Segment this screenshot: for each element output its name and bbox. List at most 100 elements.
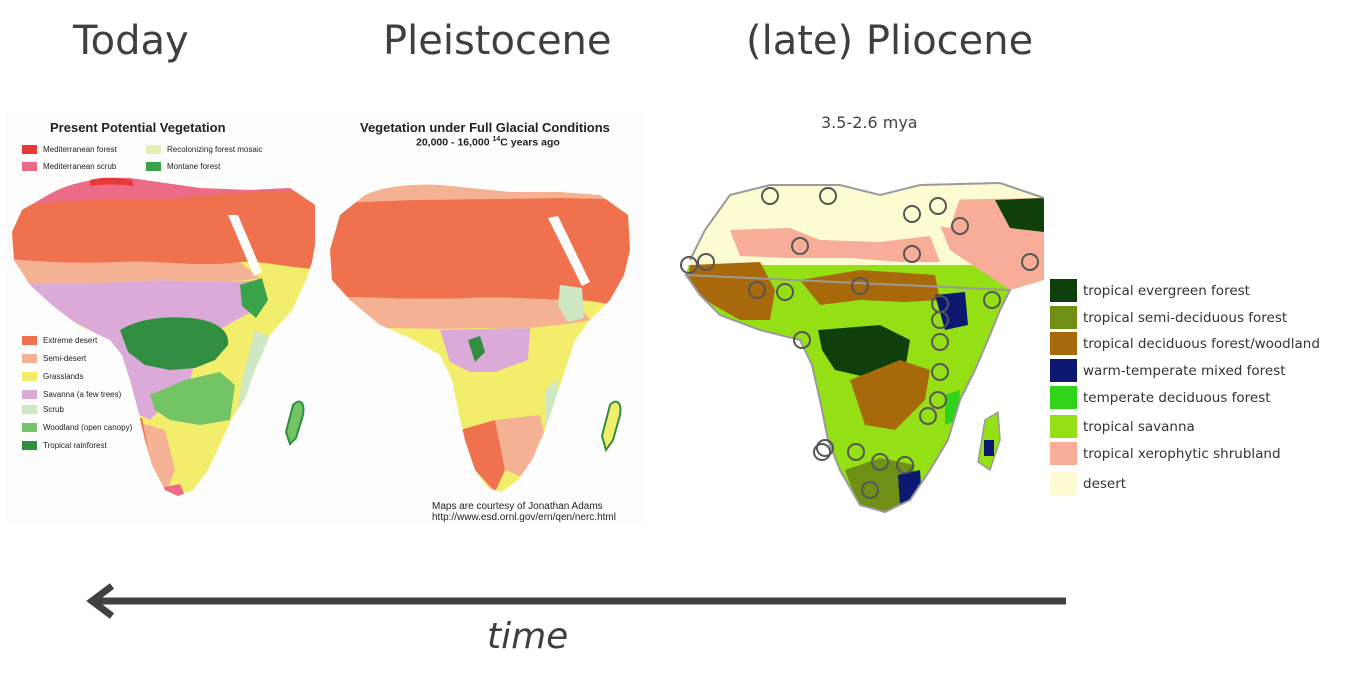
pollen-site-marker [896, 456, 914, 474]
legend-item-semi-desert: Semi-desert [22, 354, 86, 363]
red-sea-gap [228, 215, 262, 276]
pliocene-age-label: 3.5-2.6 mya [821, 113, 918, 132]
red-sea-gap-glacial [548, 216, 590, 286]
legend-swatch [22, 423, 37, 432]
glacial-subtitle-unit: C years ago [500, 136, 560, 149]
pollen-site-marker [929, 197, 947, 215]
region-rainforest-glacial [468, 336, 485, 362]
pollen-site-marker [680, 256, 698, 274]
legend-swatch [22, 162, 37, 171]
legend-item-tropical-rainforest: Tropical rainforest [22, 441, 107, 450]
legend-label: Grasslands [43, 372, 84, 381]
madagascar-shape-glacial [600, 400, 622, 453]
legend-swatch [22, 390, 37, 399]
region-mediterranean-forest-north [90, 177, 134, 186]
region-montane-forest [240, 278, 268, 318]
region-tropical-rainforest [120, 317, 229, 370]
heading-pleistocene: Pleistocene [383, 18, 612, 64]
legend-swatch [22, 354, 37, 363]
legend-item-warm-temperate-mixed-forest: warm-temperate mixed forest [1050, 359, 1286, 382]
legend-label: tropical semi-deciduous forest [1083, 309, 1288, 326]
glacial-map-subtitle: 20,000 - 16,000 14C years ago [416, 136, 560, 149]
region-woodland [150, 372, 235, 425]
heading-pliocene: (late) Pliocene [746, 18, 1034, 64]
legend-item-temperate-deciduous-forest: temperate deciduous forest [1050, 386, 1271, 409]
legend-item-scrub: Scrub [22, 405, 64, 414]
legend-label: Extreme desert [43, 336, 98, 345]
region-scrub-glacial [558, 285, 584, 322]
legend-label: desert [1083, 475, 1127, 492]
region-semi-desert-north [12, 258, 260, 284]
pollen-site-marker [851, 277, 869, 295]
pollen-site-marker [931, 311, 949, 329]
legend-swatch [146, 162, 161, 171]
legend-item-woodland: Woodland (open canopy) [22, 423, 132, 432]
region-semi-deciduous-south [845, 458, 915, 512]
pollen-site-marker [931, 333, 949, 351]
pollen-site-marker [791, 237, 809, 255]
pollen-site-marker [903, 245, 921, 263]
pollen-site-marker [951, 217, 969, 235]
present-map-title: Present Potential Vegetation [50, 120, 226, 135]
region-evergreen-ne [995, 198, 1044, 232]
pollen-site-marker [776, 283, 794, 301]
credit-line: Maps are courtesy of Jonathan Adams [432, 501, 603, 512]
glacial-subtitle-years: 20,000 - 16,000 [416, 136, 493, 149]
legend-item-tropical-deciduous-woodland: tropical deciduous forest/woodland [1050, 332, 1320, 355]
legend-item-savanna: Savanna (a few trees) [22, 390, 121, 399]
legend-item-tropical-semi-deciduous-forest: tropical semi-deciduous forest [1050, 306, 1287, 329]
pollen-site-marker [983, 291, 1001, 309]
region-savanna-glacial [440, 328, 530, 372]
legend-swatch [146, 145, 161, 154]
pollen-site-marker [919, 407, 937, 425]
pollen-site-marker [871, 453, 889, 471]
legend-item-tropical-evergreen-forest: tropical evergreen forest [1050, 279, 1250, 302]
pollen-site-markers [680, 187, 1039, 499]
legend-swatch [1050, 306, 1077, 329]
pollen-site-marker [847, 443, 865, 461]
legend-label: Mediterranean scrub [43, 162, 117, 171]
region-extreme-desert-south-glacial [460, 420, 505, 492]
legend-swatch [22, 372, 37, 381]
heading-today: Today [73, 18, 189, 64]
pollen-site-marker [861, 481, 879, 499]
legend-label: tropical deciduous forest/woodland [1083, 335, 1320, 352]
legend-swatch [1050, 279, 1077, 302]
legend-item-tropical-savanna: tropical savanna [1050, 415, 1195, 438]
legend-swatch [1050, 359, 1077, 382]
pollen-site-marker [793, 331, 811, 349]
pollen-site-marker [929, 391, 947, 409]
legend-label: Savanna (a few trees) [43, 390, 122, 399]
legend-swatch [22, 441, 37, 450]
legend-item-grasslands: Grasslands [22, 372, 83, 381]
pollen-site-marker [748, 281, 766, 299]
legend-item-mediterranean-scrub: Mediterranean scrub [22, 162, 116, 171]
legend-swatch [1050, 472, 1077, 495]
legend-swatch [22, 145, 37, 154]
pollen-site-marker [903, 205, 921, 223]
pliocene-coast-outline [684, 181, 1045, 514]
legend-item-desert: desert [1050, 472, 1126, 495]
legend-item-tropical-xerophytic-shrubland: tropical xerophytic shrubland [1050, 442, 1281, 465]
legend-label: Woodland (open canopy) [43, 423, 133, 432]
legend-label: Semi-desert [43, 354, 87, 363]
pollen-site-marker [761, 187, 779, 205]
legend-swatch [1050, 332, 1077, 355]
madagascar-shape [284, 400, 305, 446]
glacial-subtitle-isotope: 14 [492, 136, 501, 143]
pliocene-madagascar-temperate [984, 440, 994, 456]
legend-swatch [22, 405, 37, 414]
credit-url: http://www.esd.ornl.gov/ern/qen/nerc.htm… [432, 512, 616, 523]
time-label: time [487, 616, 569, 657]
legend-label: tropical xerophytic shrubland [1083, 445, 1281, 462]
legend-item-extreme-desert: Extreme desert [22, 336, 97, 345]
region-evergreen-forest [818, 325, 910, 378]
legend-label: Mediterranean forest [43, 145, 117, 154]
pollen-site-marker [931, 363, 949, 381]
region-semi-desert-belt-glacial [330, 296, 590, 329]
pollen-site-marker [819, 187, 837, 205]
legend-label: warm-temperate mixed forest [1083, 362, 1286, 379]
